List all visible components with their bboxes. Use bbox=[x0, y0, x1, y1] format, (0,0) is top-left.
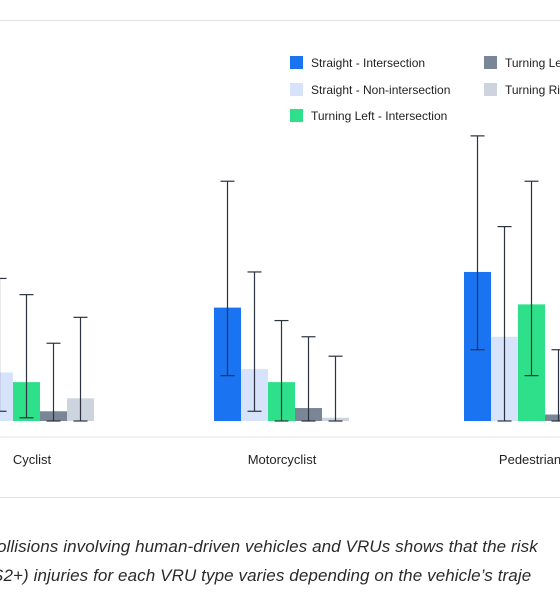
legend-swatch-turning-left-non-intersection bbox=[484, 56, 497, 69]
caption-line-2: S2+) injuries for each VRU type varies d… bbox=[0, 566, 532, 585]
figure-caption: ollisions involving human-driven vehicle… bbox=[0, 532, 560, 590]
legend-swatch-straight-non-intersection bbox=[290, 83, 303, 96]
category-label-cyclist: Cyclist bbox=[13, 452, 52, 467]
legend-swatch-turning-right-intersection bbox=[484, 83, 497, 96]
legend-label-straight-intersection: Straight - Intersection bbox=[311, 56, 425, 70]
bar-pedestrian-turning-left-non-intersection bbox=[545, 414, 560, 421]
bottom-divider bbox=[0, 497, 560, 498]
bar-cyclist-straight-non-intersection bbox=[0, 372, 13, 421]
legend-label-turning-right-intersection: Turning Rig bbox=[505, 83, 560, 97]
legend-swatch-straight-intersection bbox=[290, 56, 303, 69]
chart-svg: Cyclist Motorcyclist Pedestrian Straight - … bbox=[0, 56, 560, 467]
caption-line-1: ollisions involving human-driven vehicle… bbox=[0, 537, 538, 556]
category-label-motorcyclist: Motorcyclist bbox=[248, 452, 317, 467]
legend-label-straight-non-intersection: Straight - Non-intersection bbox=[311, 83, 450, 97]
category-label-pedestrian: Pedestrian bbox=[499, 452, 560, 467]
legend-label-turning-left-non-intersection: Turning Le bbox=[505, 56, 560, 70]
legend-label-turning-left-intersection: Turning Left - Intersection bbox=[311, 109, 447, 123]
legend-swatch-turning-left-intersection bbox=[290, 109, 303, 122]
top-divider bbox=[0, 20, 560, 21]
